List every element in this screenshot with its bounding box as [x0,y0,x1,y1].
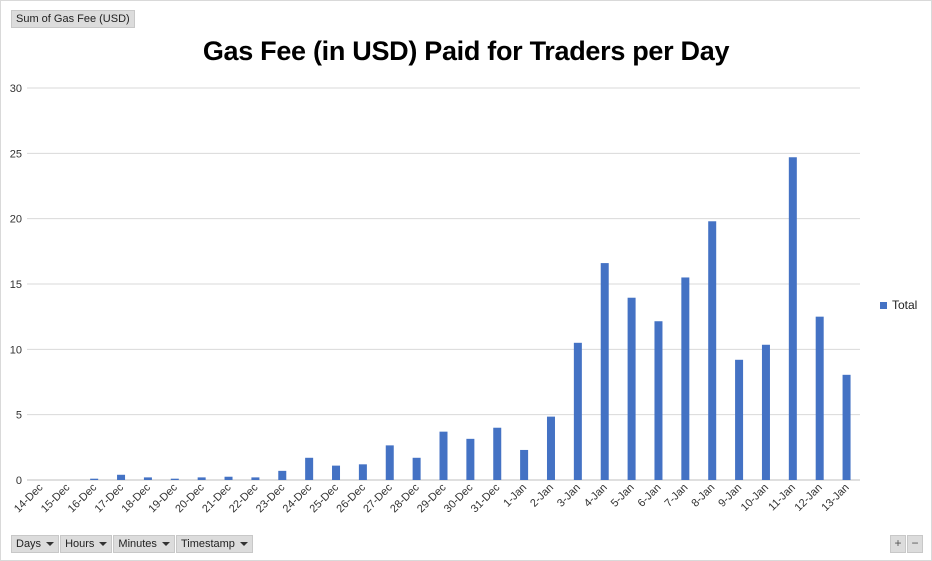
bar[interactable] [385,445,394,480]
bar[interactable] [170,478,179,480]
expand-button[interactable]: + [890,535,906,553]
field-button-minutes[interactable]: Minutes [113,535,175,553]
bar[interactable] [654,321,663,480]
x-tick-label: 15-Dec [39,481,73,515]
y-tick-label: 30 [10,83,22,95]
x-tick-label: 17-Dec [93,481,127,515]
bar[interactable] [735,359,744,480]
field-button-hours[interactable]: Hours [60,535,113,553]
x-tick-label: 10-Jan [739,482,771,514]
x-tick-label: 24-Dec [281,481,315,515]
legend: Total [880,298,917,312]
y-tick-label: 20 [10,214,22,226]
bar[interactable] [117,474,126,480]
y-tick-label: 25 [10,148,22,160]
x-tick-label: 12-Jan [793,482,825,514]
y-tick-label: 0 [16,475,22,487]
x-tick-label: 18-Dec [119,481,153,515]
dropdown-arrow-icon [239,542,248,546]
x-tick-label: 21-Dec [200,481,234,515]
bar[interactable] [573,342,582,480]
bar[interactable] [627,297,636,480]
bar[interactable] [412,457,421,480]
bar[interactable] [520,449,529,480]
bar[interactable] [251,477,260,480]
x-tick-label: 3-Jan [555,482,583,510]
x-tick-label: 23-Dec [254,481,288,515]
bar[interactable] [224,476,233,480]
x-tick-label: 27-Dec [361,481,395,515]
x-tick-label: 31-Dec [469,481,503,515]
x-tick-label: 25-Dec [308,481,342,515]
legend-label: Total [892,298,918,312]
field-button-label: Minutes [118,538,157,550]
bar[interactable] [761,344,770,480]
x-tick-label: 6-Jan [636,482,664,510]
axis-field-buttons: Days Hours Minutes Timestamp [11,535,253,553]
x-tick-label: 19-Dec [146,481,180,515]
bar[interactable] [439,431,448,480]
bar[interactable] [600,263,609,480]
x-tick-label: 4-Jan [582,482,610,510]
x-tick-label: 26-Dec [334,481,368,515]
x-tick-label: 1-Jan [501,482,529,510]
zoom-controls: + − [890,535,923,553]
x-tick-label: 30-Dec [442,481,476,515]
chart-title: Gas Fee (in USD) Paid for Traders per Da… [202,36,730,66]
dropdown-arrow-icon [46,542,55,546]
bar[interactable] [681,277,690,480]
bar[interactable] [546,416,555,480]
bar[interactable] [358,464,367,480]
field-button-days[interactable]: Days [11,535,60,553]
x-tick-label: 16-Dec [66,481,100,515]
x-tick-label: 28-Dec [388,481,422,515]
bar[interactable] [788,157,797,480]
x-tick-label: 5-Jan [609,482,637,510]
x-tick-label: 20-Dec [173,481,207,515]
collapse-button[interactable]: − [907,535,923,553]
bar[interactable] [708,221,717,480]
bar[interactable] [815,316,824,480]
dropdown-arrow-icon [161,542,170,546]
field-button-label: Hours [65,538,95,550]
y-tick-label: 5 [16,410,22,422]
y-tick-label: 10 [10,344,22,356]
bar[interactable] [278,470,287,480]
y-tick-label: 15 [10,279,22,291]
field-button-label: Days [16,538,42,550]
bar[interactable] [90,478,99,480]
legend-swatch [880,301,887,309]
value-field-button[interactable]: Sum of Gas Fee (USD) [11,10,135,28]
x-tick-label: 2-Jan [528,482,556,510]
bar[interactable] [466,438,475,480]
bar[interactable] [842,374,851,480]
x-tick-label: 11-Jan [766,482,798,514]
field-button-timestamp[interactable]: Timestamp [175,535,253,553]
x-tick-label: 13-Jan [819,482,851,514]
bar[interactable] [332,465,341,480]
bar[interactable] [305,457,314,480]
bar[interactable] [493,427,502,480]
x-tick-label: 22-Dec [227,481,261,515]
dropdown-arrow-icon [99,542,108,546]
bar[interactable] [197,477,206,480]
x-tick-label: 8-Jan [689,482,717,510]
field-button-label: Timestamp [180,538,235,550]
x-tick-label: 7-Jan [663,482,691,510]
bar[interactable] [143,477,152,480]
x-tick-label: 29-Dec [415,481,449,515]
